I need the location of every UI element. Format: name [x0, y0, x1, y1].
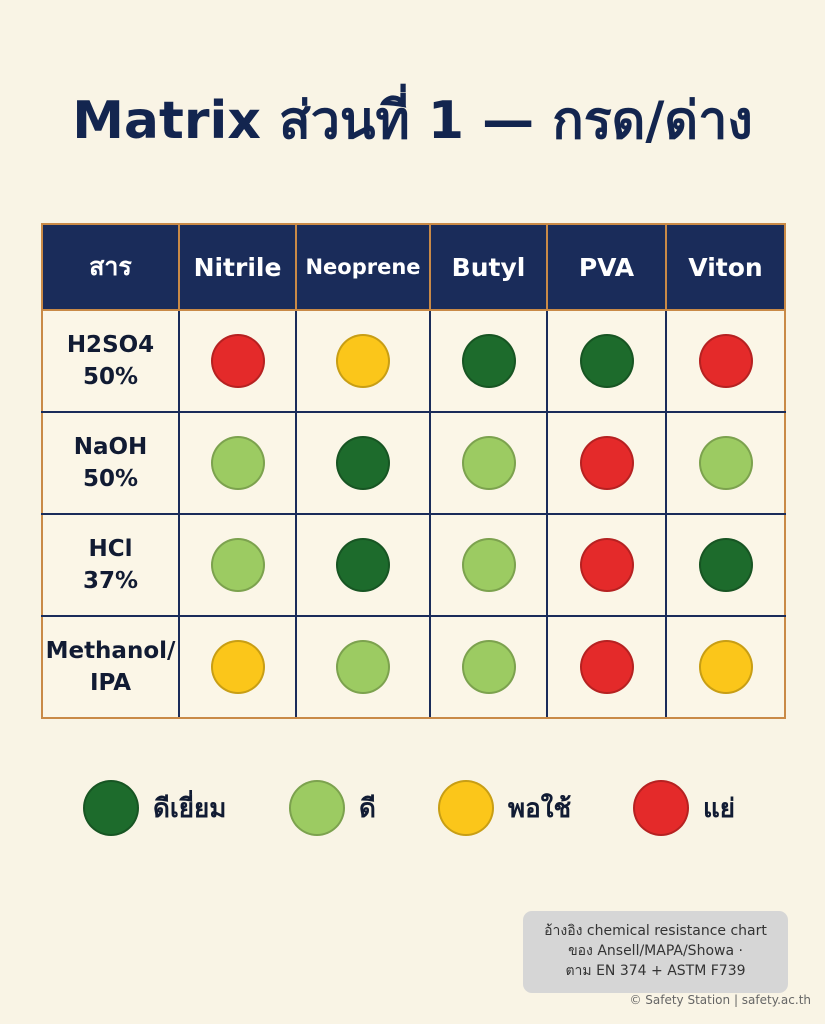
- legend-swatch-good: [289, 780, 345, 836]
- rating-dot-butyl: [461, 334, 516, 388]
- rating-cell: [665, 309, 786, 413]
- legend-swatch-poor: [633, 780, 689, 836]
- matrix-row: NaOH 50%: [41, 411, 786, 515]
- rating-dot-pva: [579, 538, 634, 592]
- substance-cell: HCl 37%: [41, 513, 180, 617]
- substance-label: HCl 37%: [82, 536, 139, 594]
- rating-dot-viton: [698, 436, 753, 490]
- rating-cell: [178, 615, 297, 719]
- rating-cell: [295, 309, 431, 413]
- rating-cell: [178, 411, 297, 515]
- substance-label: NaOH 50%: [73, 434, 148, 492]
- legend: ดีเยี่ยม ดี พอใช้ แย่: [0, 778, 825, 838]
- rating-dot-nitrile: [210, 538, 265, 592]
- legend-label-excellent: ดีเยี่ยม: [153, 793, 227, 824]
- header-pva: PVA: [546, 223, 667, 311]
- header-substance: สาร: [41, 223, 180, 311]
- rating-cell: [295, 513, 431, 617]
- rating-dot-pva: [579, 436, 634, 490]
- rating-dot-pva: [579, 334, 634, 388]
- rating-cell: [546, 411, 667, 515]
- legend-swatch-excellent: [83, 780, 139, 836]
- copyright-credit: © Safety Station | safety.ac.th: [629, 993, 811, 1007]
- page-title: Matrix ส่วนที่ 1 — กรด/ด่าง: [72, 91, 753, 151]
- rating-cell: [178, 513, 297, 617]
- reference-note-line: ตาม EN 374 + ASTM F739: [565, 963, 746, 979]
- rating-dot-neoprene: [336, 334, 390, 388]
- substance-cell: Methanol/ IPA: [41, 615, 180, 719]
- legend-label-poor: แย่: [703, 793, 735, 824]
- legend-item-excellent: ดีเยี่ยม: [83, 778, 226, 838]
- rating-dot-neoprene: [336, 436, 390, 490]
- header-butyl: Butyl: [429, 223, 548, 311]
- legend-label-good: ดี: [359, 793, 376, 824]
- legend-label-fair: พอใช้: [508, 793, 572, 824]
- rating-cell: [546, 309, 667, 413]
- reference-note-line: ของ Ansell/MAPA/Showa ·: [568, 943, 743, 959]
- matrix-row: Methanol/ IPA: [41, 615, 786, 719]
- rating-cell: [295, 411, 431, 515]
- rating-dot-viton: [698, 538, 753, 592]
- rating-cell: [178, 309, 297, 413]
- resistance-matrix: สาร Nitrile Neoprene Butyl PVA Viton H2S…: [41, 223, 786, 719]
- matrix-row: H2SO4 50%: [41, 309, 786, 413]
- header-viton: Viton: [665, 223, 786, 311]
- rating-dot-viton: [698, 640, 753, 694]
- rating-cell: [295, 615, 431, 719]
- reference-note-line: อ้างอิง chemical resistance chart: [544, 923, 767, 939]
- rating-dot-nitrile: [210, 334, 265, 388]
- matrix-row: HCl 37%: [41, 513, 786, 617]
- rating-cell: [665, 513, 786, 617]
- rating-cell: [429, 513, 548, 617]
- rating-dot-butyl: [461, 538, 516, 592]
- header-nitrile: Nitrile: [178, 223, 297, 311]
- reference-note: อ้างอิง chemical resistance chart ของ An…: [523, 911, 788, 993]
- rating-dot-viton: [698, 334, 753, 388]
- matrix-header-row: สาร Nitrile Neoprene Butyl PVA Viton: [41, 223, 786, 311]
- rating-dot-nitrile: [210, 436, 265, 490]
- rating-dot-neoprene: [336, 640, 390, 694]
- header-neoprene: Neoprene: [295, 223, 431, 311]
- substance-cell: NaOH 50%: [41, 411, 180, 515]
- rating-cell: [546, 513, 667, 617]
- rating-cell: [665, 615, 786, 719]
- rating-dot-neoprene: [336, 538, 390, 592]
- rating-cell: [429, 615, 548, 719]
- rating-dot-butyl: [461, 436, 516, 490]
- legend-item-good: ดี: [289, 778, 376, 838]
- rating-cell: [429, 411, 548, 515]
- rating-cell: [665, 411, 786, 515]
- legend-swatch-fair: [438, 780, 494, 836]
- rating-cell: [546, 615, 667, 719]
- rating-dot-pva: [579, 640, 634, 694]
- substance-label: H2SO4 50%: [66, 332, 155, 390]
- rating-cell: [429, 309, 548, 413]
- legend-item-poor: แย่: [633, 778, 735, 838]
- rating-dot-butyl: [461, 640, 516, 694]
- legend-item-fair: พอใช้: [438, 778, 571, 838]
- substance-cell: H2SO4 50%: [41, 309, 180, 413]
- rating-dot-nitrile: [210, 640, 265, 694]
- substance-label: Methanol/ IPA: [45, 638, 176, 696]
